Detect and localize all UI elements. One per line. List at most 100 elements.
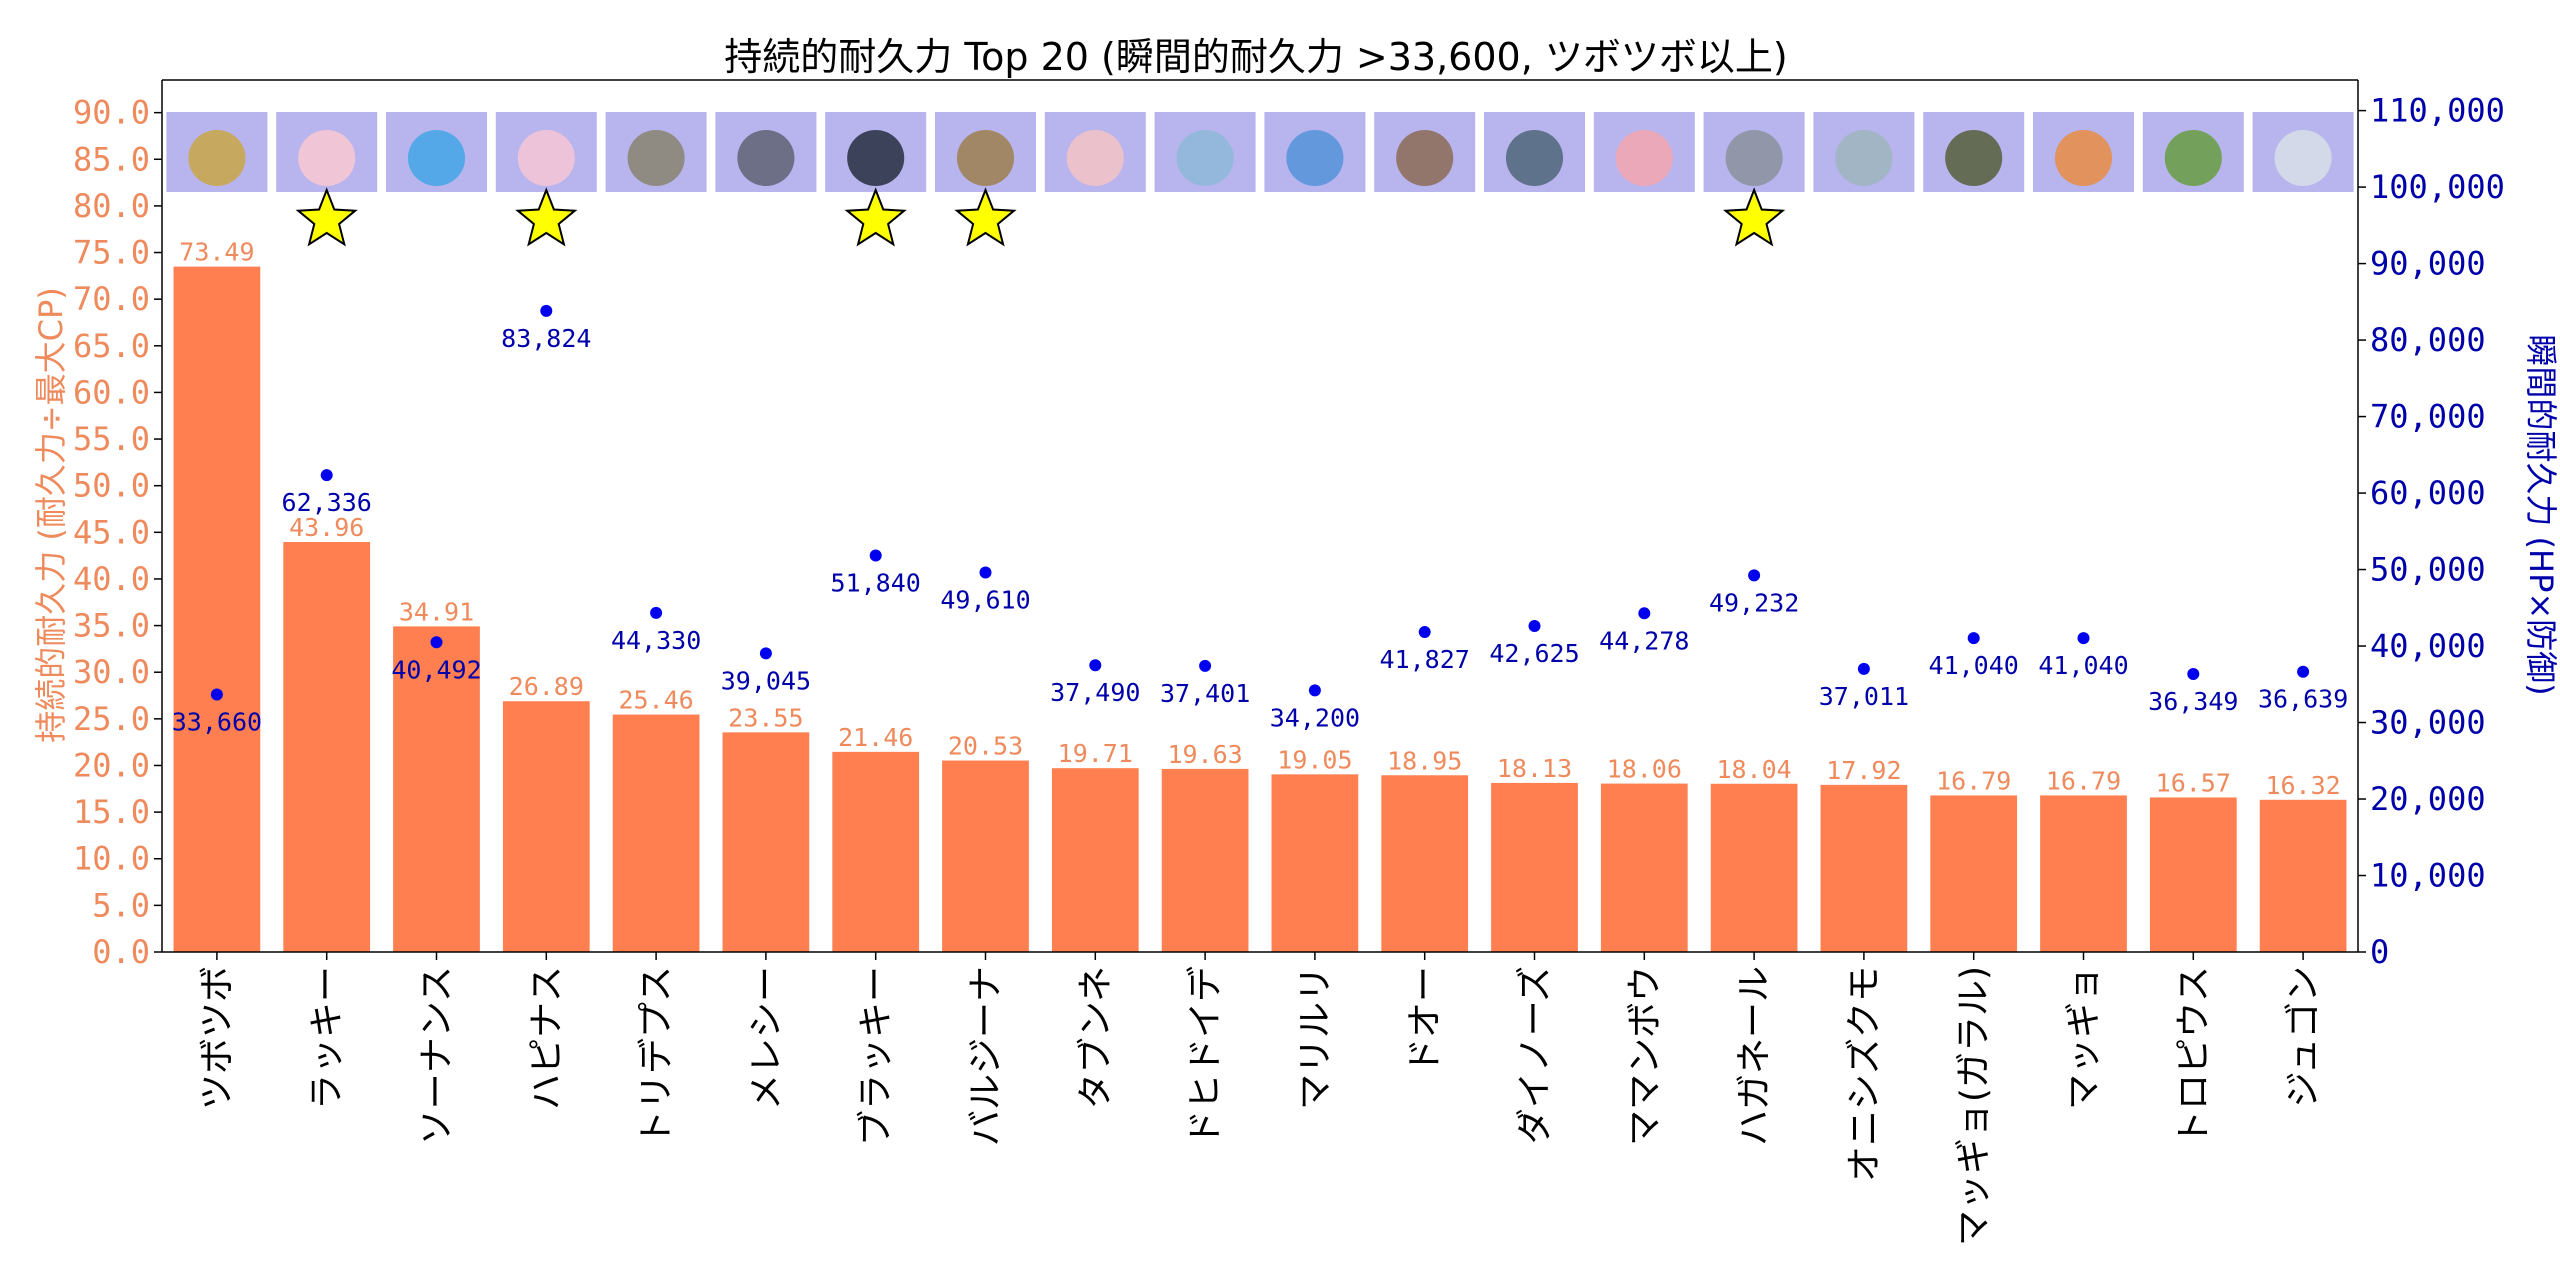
right-axis-label: 瞬間的耐久力 (HP×防御) [2522, 334, 2560, 695]
right-tick-label: 60,000 [2370, 474, 2486, 512]
bar [1491, 782, 1578, 952]
bar [393, 626, 480, 952]
right-tick-label: 40,000 [2370, 627, 2486, 665]
left-tick-label: 30.0 [73, 653, 150, 691]
point [320, 469, 333, 482]
category-label: マッギョ(ガラル) [1954, 966, 1995, 1246]
category-labels: ツボツボ ラッキー ソーナンス ハピナス トリデプス メレシー ブラッキー バルジーナ タブンネ… [197, 952, 2324, 1246]
point-value-label: 39,045 [721, 666, 811, 695]
left-tick-label: 45.0 [73, 513, 150, 551]
point [1638, 607, 1651, 620]
point [2187, 667, 2200, 680]
bar [1710, 783, 1798, 952]
right-tick-label: 10,000 [2370, 857, 2486, 895]
point-value-label: 36,639 [2258, 685, 2348, 714]
left-tick-label: 75.0 [73, 234, 150, 272]
point [1857, 662, 1870, 675]
thumbnail-figure-3 [517, 130, 575, 186]
axes [161, 79, 2359, 953]
thumbnail-figure-13 [1615, 130, 1673, 186]
point [1308, 684, 1321, 697]
bar-series: 73.49 43.96 34.91 26.89 25.46 23.55 21.46 20.53… [173, 238, 2347, 953]
point [1089, 659, 1102, 672]
left-tick-label: 85.0 [73, 140, 150, 178]
category-label: メレシー [746, 966, 787, 1110]
thumbnail-figure-4 [627, 130, 685, 186]
category-label: ダイノーズ [1515, 966, 1556, 1144]
left-tick-label: 20.0 [73, 746, 150, 784]
category-label: マリルリ [1295, 966, 1336, 1110]
bar [1051, 768, 1139, 952]
right-ticks: 0 10,000 20,000 30,000 40,000 50,000 60,000 70,… [2358, 92, 2505, 971]
thumbnail-figure-15 [1835, 130, 1893, 186]
bar-value-label: 34.91 [399, 597, 474, 626]
star-marker [295, 187, 358, 247]
point [979, 566, 992, 579]
thumbnail-figure-11 [1396, 130, 1454, 186]
bar [722, 732, 810, 952]
point-value-label: 34,200 [1270, 703, 1360, 732]
point-value-label: 44,278 [1599, 626, 1689, 655]
point-value-label: 83,824 [501, 324, 591, 353]
point-value-label: 36,349 [2148, 687, 2238, 716]
chart-title: 持続的耐久力 Top 20 (瞬間的耐久力 >33,600, ツボツボ以上) [724, 35, 1787, 79]
bar [2040, 795, 2127, 952]
point [430, 636, 443, 649]
bar-value-label: 23.55 [728, 703, 803, 732]
category-label: トロピウス [2173, 966, 2214, 1146]
point-value-label: 41,040 [2038, 651, 2128, 680]
category-label: ハピナス [526, 966, 567, 1110]
category-label: ハガネール [1734, 966, 1775, 1146]
right-tick-label: 20,000 [2370, 780, 2486, 818]
bar-value-label: 16.32 [2265, 771, 2340, 800]
bar [173, 266, 261, 953]
point [1199, 659, 1212, 672]
category-label: バルジーナ [966, 966, 1007, 1146]
bar [1820, 784, 1908, 952]
point [2297, 665, 2310, 678]
bar-value-label: 21.46 [838, 723, 913, 752]
category-label: トリデプス [636, 966, 677, 1146]
bar-value-label: 16.79 [1936, 766, 2011, 795]
category-label: ラッキー [307, 966, 348, 1110]
point-value-label: 49,610 [940, 586, 1030, 615]
bar-value-label: 19.63 [1167, 740, 1242, 769]
bar-value-label: 26.89 [509, 672, 584, 701]
left-tick-label: 0.0 [92, 933, 150, 971]
bar-value-label: 17.92 [1826, 756, 1901, 785]
point [1967, 632, 1980, 645]
star-marker [1722, 187, 1786, 247]
bar [2259, 799, 2347, 952]
star-markers [295, 187, 1786, 247]
category-label: ブラッキー [856, 966, 897, 1146]
bar-value-label: 16.79 [2046, 766, 2121, 795]
bar-value-label: 19.05 [1277, 745, 1352, 774]
point [2077, 632, 2090, 645]
thumbnail-figure-2 [407, 130, 466, 186]
point-value-label: 37,490 [1050, 678, 1140, 707]
right-tick-label: 70,000 [2370, 398, 2486, 436]
thumbnail-figure-9 [1176, 130, 1234, 186]
bar-value-label: 18.06 [1607, 755, 1682, 784]
point-value-label: 62,336 [282, 488, 372, 517]
point-value-label: 33,660 [172, 708, 262, 737]
right-tick-label: 0 [2370, 933, 2389, 971]
left-ticks: 0.0 5.0 10.0 15.0 20.0 25.0 30.0 35.0 40.0 45.0 50… [73, 94, 162, 971]
bar-value-label: 18.13 [1497, 754, 1572, 783]
point-value-label: 37,401 [1160, 679, 1250, 708]
bar-value-label: 20.53 [948, 732, 1023, 761]
point-value-label: 37,011 [1819, 682, 1909, 711]
thumbnail-figure-19 [2274, 130, 2332, 186]
bar-value-label: 25.46 [618, 686, 693, 715]
right-tick-label: 30,000 [2370, 704, 2486, 742]
star-marker [844, 187, 907, 247]
left-tick-label: 10.0 [73, 840, 150, 878]
point [650, 606, 663, 619]
bar [612, 714, 700, 952]
bar [502, 701, 590, 952]
point [759, 647, 772, 660]
thumbnail-figure-10 [1286, 130, 1344, 186]
left-tick-label: 90.0 [73, 94, 150, 132]
thumbnail-figure-12 [1505, 130, 1564, 186]
bar [283, 542, 371, 952]
